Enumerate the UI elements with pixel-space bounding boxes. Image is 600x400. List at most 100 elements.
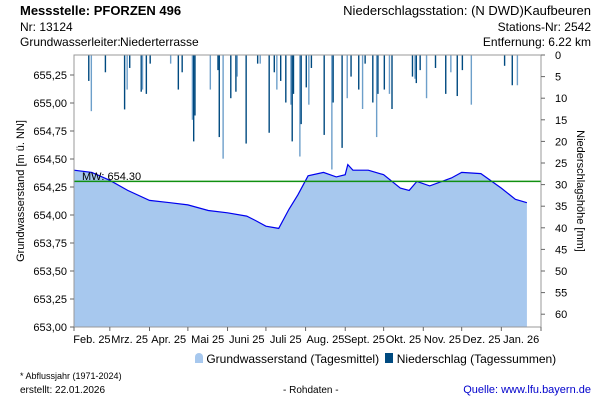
raw-data-note: - Rohdaten - (283, 385, 339, 396)
y-tick-label: 654,50 (33, 154, 67, 166)
precipitation-bar (276, 55, 278, 90)
precipitation-bar (425, 55, 428, 99)
precipitation-bar (256, 55, 259, 64)
y2-tick-label: 30 (555, 180, 567, 192)
precipitation-bar (361, 55, 364, 109)
x-tick-label: Sept. 25 (344, 334, 385, 346)
legend-groundwater: Grundwasserstand (Tagesmittel) (206, 352, 380, 366)
y2-tick-label: 45 (555, 244, 567, 256)
x-tick-label: Juli 25 (270, 334, 302, 346)
precip-station-title: Niederschlagsstation: (N DWD)Kaufbeuren (343, 3, 591, 18)
aquifer-value: Niederterrasse (120, 35, 199, 49)
x-tick-label: Nov. 25 (424, 334, 461, 346)
precipitation-bar (299, 55, 301, 157)
precipitation-bar (511, 55, 513, 86)
precipitation-bar (191, 55, 194, 120)
precipitation-bar (192, 55, 195, 142)
precipitation-bar (123, 55, 126, 110)
station-number: Nr: 13124 (20, 20, 73, 34)
precipitation-bar (350, 55, 352, 77)
y-tick-label: 653,25 (33, 294, 67, 306)
precip-station-distance: Entfernung: 6.22 km (482, 35, 591, 49)
precipitation-bar (419, 55, 421, 71)
precipitation-bar (377, 55, 379, 94)
x-tick-label: Dez. 25 (463, 334, 501, 346)
precipitation-bar (415, 55, 418, 84)
precipitation-bar (308, 55, 310, 105)
y-tick-label: 653,00 (33, 322, 67, 334)
precip-station-number: Stations-Nr: 2542 (497, 20, 591, 34)
y2-tick-label: 15 (555, 115, 567, 127)
precipitation-bar (290, 55, 292, 105)
precipitation-bar (388, 55, 391, 94)
precipitation-bar (358, 55, 360, 90)
y2-tick-label: 20 (555, 136, 567, 148)
precipitation-bar (177, 55, 180, 90)
precipitation-bar (310, 55, 313, 68)
y2-tick-label: 50 (555, 266, 567, 278)
y2-tick-label: 25 (555, 158, 567, 170)
y-tick-label: 654,75 (33, 126, 67, 138)
precipitation-bar (375, 55, 378, 138)
y2-tick-label: 5 (555, 72, 561, 84)
precipitation-bar (273, 55, 275, 73)
precipitation-bar (149, 55, 151, 64)
precipitation-bar (516, 55, 519, 86)
precipitation-bar (461, 55, 464, 71)
y-axis-label: Grundwasserstand [m ü. NN] (15, 120, 27, 262)
precipitation-bar (300, 55, 302, 125)
precipitation-bar (305, 55, 307, 88)
precipitation-bar (331, 55, 333, 170)
legend-precipitation: Niederschlag (Tagessummen) (396, 352, 557, 366)
legend-area-swatch (195, 353, 203, 363)
created-date: erstellt: 22.01.2026 (20, 385, 106, 396)
groundwater-line (73, 163, 528, 230)
precipitation-bar (230, 55, 232, 99)
legend: Grundwasserstand (Tagesmittel) Niedersch… (195, 352, 556, 366)
precipitation-bar (129, 55, 131, 68)
precipitation-bar (434, 55, 437, 68)
precipitation-bar (470, 55, 473, 105)
source-link[interactable]: Quelle: www.lfu.bayern.de (463, 384, 591, 396)
y2-axis-label: Niederschlagshöhe [mm] (574, 130, 586, 252)
precipitation-bar (391, 55, 393, 109)
precipitation-bar (145, 55, 148, 94)
y-tick-label: 654,00 (33, 210, 67, 222)
precipitation-bar (411, 55, 414, 77)
precipitation-bar (235, 55, 237, 92)
precipitation-bar (245, 55, 247, 144)
y-tick-label: 653,50 (33, 266, 67, 278)
precipitation-bar (332, 55, 334, 103)
plot-frame (73, 54, 542, 328)
precipitation-bar (104, 55, 107, 73)
precipitation-bar (88, 55, 90, 81)
x-tick-label: Apr. 25 (151, 334, 186, 346)
precipitation-bar (503, 55, 506, 66)
x-tick-label: Mai 25 (191, 334, 224, 346)
precipitation-bar (292, 55, 295, 94)
precipitation-bar (346, 55, 348, 99)
precipitation-bar (445, 55, 447, 94)
precipitation-bar (222, 55, 224, 159)
precipitation-bar (140, 55, 142, 92)
precipitation-bar (268, 55, 270, 133)
precipitation-bar (285, 55, 287, 103)
precipitation-bar (181, 55, 183, 73)
precipitation-bar (141, 55, 144, 90)
x-tick-label: Okt. 25 (386, 334, 421, 346)
x-tick-label: Jan. 26 (503, 334, 539, 346)
precipitation-bar (456, 55, 458, 97)
precipitation-bar (364, 55, 366, 64)
y2-tick-label: 0 (555, 50, 561, 62)
precipitation-bar (291, 55, 293, 142)
y-tick-label: 653,75 (33, 238, 67, 250)
y2-tick-label: 40 (555, 223, 567, 235)
y-tick-label: 655,00 (33, 98, 67, 110)
precipitation-bar (372, 55, 374, 103)
y-tick-label: 654,25 (33, 182, 67, 194)
mean-water-label: MW: 654.30 (82, 171, 141, 183)
precipitation-bar (218, 55, 220, 138)
precipitation-bar (279, 55, 282, 81)
footnote: * Abflussjahr (1971-2024) (20, 371, 122, 381)
